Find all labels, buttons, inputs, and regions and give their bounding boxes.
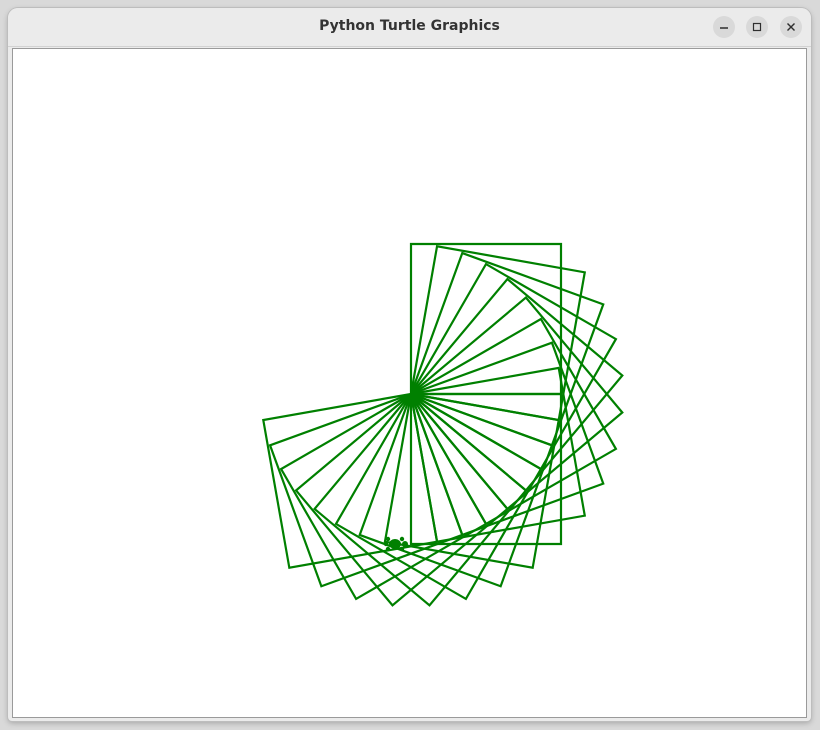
turtle-head xyxy=(402,541,408,547)
turtle-leg xyxy=(383,541,389,547)
square-15 xyxy=(294,393,509,607)
turtle-body xyxy=(389,539,401,549)
maximize-button[interactable] xyxy=(746,16,768,38)
square-17 xyxy=(268,392,464,588)
square-14 xyxy=(313,393,528,607)
turtle-icon xyxy=(383,536,408,552)
maximize-icon xyxy=(752,22,762,32)
close-button[interactable] xyxy=(780,16,802,38)
minimize-button[interactable] xyxy=(713,16,735,38)
close-icon xyxy=(787,23,795,31)
drawing-surface xyxy=(262,242,624,607)
title-bar[interactable]: Python Turtle Graphics xyxy=(8,8,811,47)
square-pattern xyxy=(262,242,624,607)
square-3 xyxy=(409,251,605,447)
square-16 xyxy=(279,393,488,601)
turtle-leg xyxy=(385,536,391,542)
minimize-icon xyxy=(720,27,728,29)
turtle-canvas[interactable] xyxy=(12,48,807,718)
square-11 xyxy=(383,392,560,570)
turtle-leg xyxy=(385,546,391,552)
square-8 xyxy=(409,341,605,537)
turtle-leg xyxy=(399,536,405,542)
turtle-leg xyxy=(399,546,405,552)
square-10 xyxy=(409,392,563,546)
square-12 xyxy=(358,392,554,588)
turtle-window: Python Turtle Graphics xyxy=(8,8,811,721)
square-18 xyxy=(262,392,439,570)
window-title: Python Turtle Graphics xyxy=(319,18,500,34)
square-13 xyxy=(334,393,543,601)
